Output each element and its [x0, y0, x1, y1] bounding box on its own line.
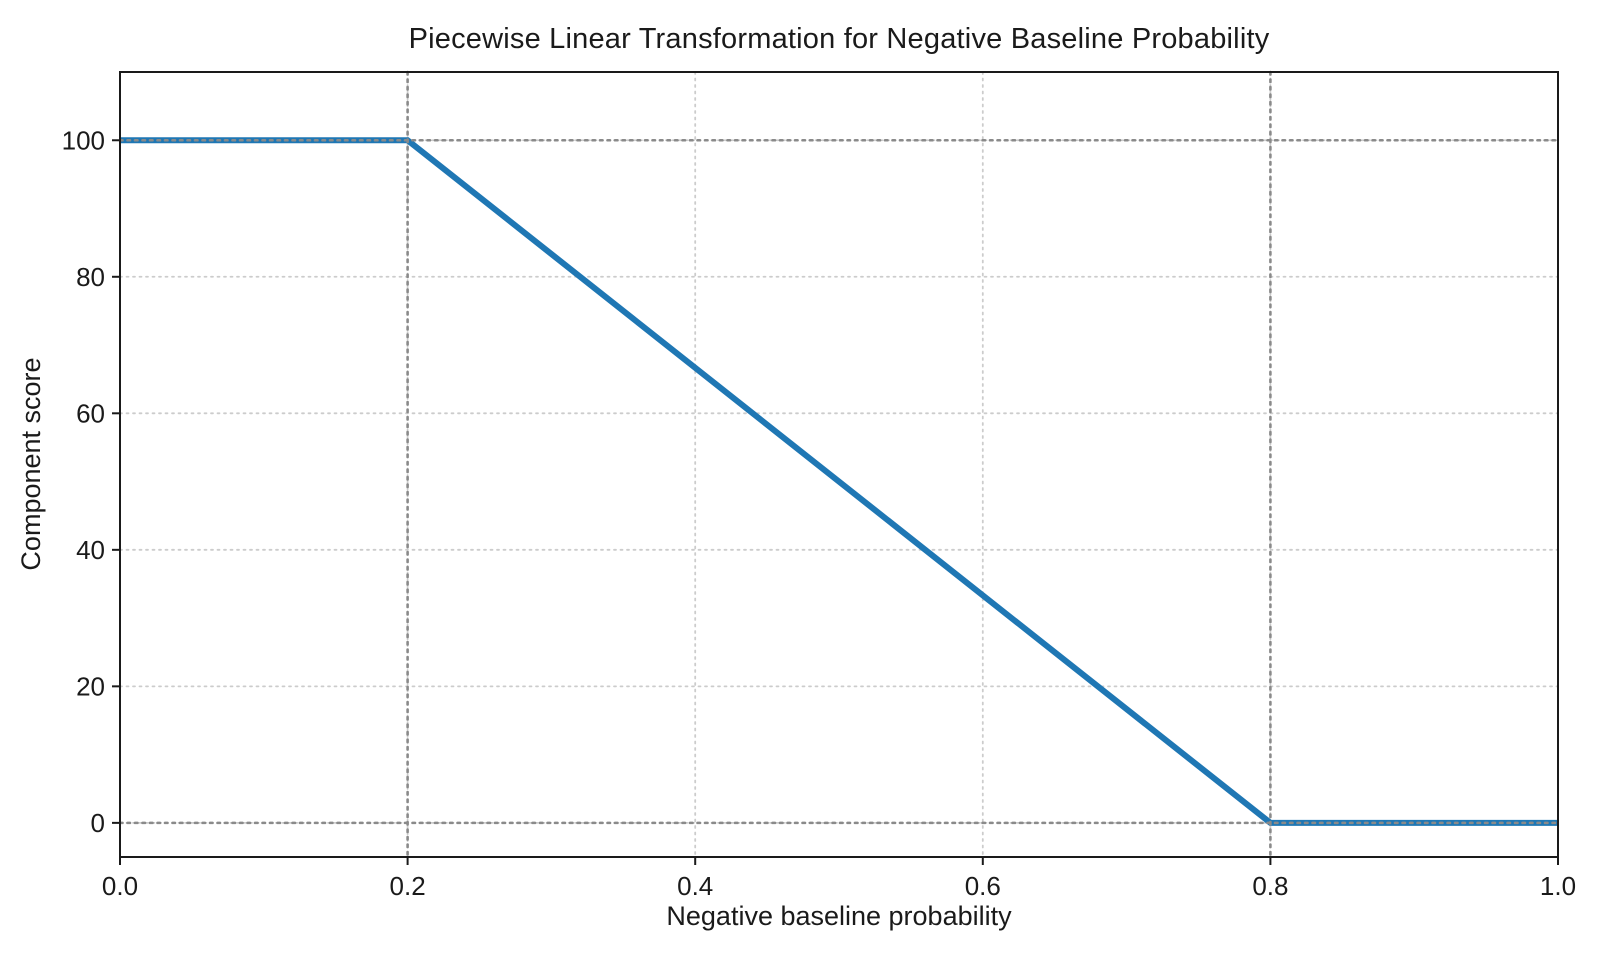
y-tick-label: 40	[76, 535, 105, 565]
x-tick-label: 0.4	[677, 871, 713, 901]
x-axis-label: Negative baseline probability	[666, 901, 1012, 931]
y-tick-label: 80	[76, 262, 105, 292]
axis-spines-layer	[119, 71, 1559, 858]
x-tick-label: 0.0	[102, 871, 138, 901]
gridline-layer	[119, 71, 1559, 858]
tick-layer: 0.0 0.2 0.4 0.6 0.8 1.0 0 20 40 60 80 100	[62, 125, 1576, 901]
x-tick-label: 0.2	[390, 871, 426, 901]
y-axis-label: Component score	[16, 357, 46, 570]
reference-line-layer	[118, 70, 1560, 859]
y-tick-label: 100	[62, 125, 105, 155]
series-layer	[120, 137, 1558, 826]
series-line	[120, 137, 1558, 826]
x-tick-label: 0.8	[1252, 871, 1288, 901]
x-tick-label: 1.0	[1540, 871, 1576, 901]
x-tick-label: 0.6	[965, 871, 1001, 901]
plot-border	[119, 71, 1559, 858]
y-tick-label: 60	[76, 398, 105, 428]
chart-title: Piecewise Linear Transformation for Nega…	[409, 23, 1270, 55]
y-tick-label: 0	[91, 808, 105, 838]
y-tick-label: 20	[76, 671, 105, 701]
